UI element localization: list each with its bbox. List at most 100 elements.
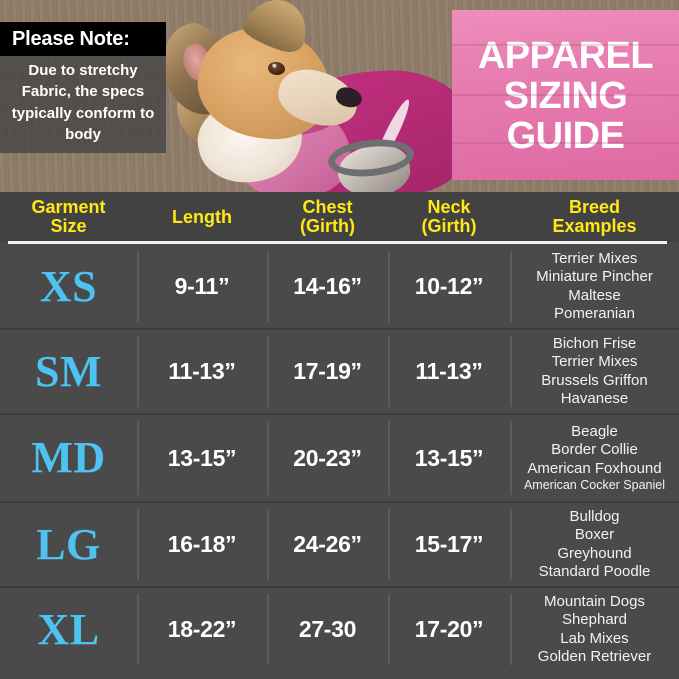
cell-chest: 14-16” — [267, 245, 388, 328]
header-breed-examples: Breed Examples — [510, 198, 679, 235]
cell-neck-value: 10-12” — [414, 273, 484, 299]
cell-chest-value: 27-30 — [298, 616, 357, 642]
cell-neck-value: 13-15” — [414, 444, 484, 471]
breed-name: Boxer — [574, 526, 615, 544]
cell-length-value: 13-15” — [167, 444, 237, 471]
cell-garment-size: LG — [0, 503, 137, 586]
cell-garment-size: SM — [0, 330, 137, 413]
cell-length-value: 16-18” — [167, 531, 237, 557]
cell-garment-size: MD — [0, 415, 137, 501]
breed-name: Brussels Griffon — [541, 371, 648, 389]
cell-length-value: 18-22” — [167, 616, 237, 642]
cell-garment-size: XS — [0, 245, 137, 328]
cell-breed-examples: Terrier Mixes Miniature Pincher Maltese Pom… — [510, 245, 679, 328]
cell-neck-value: 15-17” — [414, 531, 484, 557]
cell-chest-value: 17-19” — [293, 358, 362, 384]
breed-list: Mountain Dogs Shephard Lab Mixes Golden Ret… — [536, 589, 653, 670]
banner-plank-line-1 — [452, 44, 679, 46]
breed-name: Border Collie — [551, 441, 638, 459]
header-garment-size: Garment Size — [0, 198, 137, 235]
cell-neck: 17-20” — [388, 588, 510, 671]
breed-name: Lab Mixes — [560, 629, 629, 647]
dog-photo-illustration — [149, 0, 481, 192]
size-label: LG — [36, 519, 101, 569]
cell-length-value: 11-13” — [168, 358, 236, 384]
banner-plank-line-3 — [452, 142, 679, 144]
table-row: MD 13-15” 20-23” 13-15” Beagle Border Collie A… — [0, 413, 679, 501]
table-row: XS 9-11” 14-16” 10-12” Terrier Mixes Miniatur… — [0, 245, 679, 328]
cell-breed-examples: Beagle Border Collie American Foxhound Amer… — [510, 415, 679, 501]
breed-name: Bulldog — [569, 507, 620, 525]
sizing-table: XS 9-11” 14-16” 10-12” Terrier Mixes Miniatur… — [0, 245, 679, 679]
please-note-body: Due to stretchy Fabric, the specs typica… — [0, 56, 166, 154]
breed-name: Miniature Pincher — [536, 268, 653, 286]
header-neck: Neck (Girth) — [388, 198, 510, 235]
breed-name: Beagle — [571, 422, 618, 440]
breed-name: Pomeranian — [554, 304, 635, 322]
header-garment-size-main: Garment — [31, 197, 106, 218]
cell-neck: 15-17” — [388, 503, 510, 586]
table-row: LG 16-18” 24-26” 15-17” Bulldog Boxer Greyhoun… — [0, 501, 679, 586]
banner-plank-line-2 — [452, 94, 679, 96]
breed-name: Standard Poodle — [538, 562, 651, 580]
header-length-main: Length — [172, 206, 232, 227]
breed-list: Terrier Mixes Miniature Pincher Maltese Pom… — [534, 246, 655, 327]
table-row: SM 11-13” 17-19” 11-13” Bichon Frise Terrier … — [0, 328, 679, 413]
please-note-box: Please Note: Due to stretchy Fabric, the… — [0, 22, 166, 154]
header-chest: Chest (Girth) — [267, 198, 388, 235]
cell-garment-size: XL — [0, 588, 137, 671]
breed-name: American Foxhound — [527, 459, 662, 477]
table-row: XL 18-22” 27-30 17-20” Mountain Dogs Shephard… — [0, 586, 679, 671]
size-label: SM — [35, 346, 102, 396]
cell-neck-value: 17-20” — [414, 616, 484, 642]
title-banner: APPAREL SIZING GUIDE — [452, 10, 679, 180]
cell-length-value: 9-11” — [174, 273, 230, 299]
title-line-guide: GUIDE — [506, 115, 625, 158]
please-note-title: Please Note: — [0, 22, 166, 56]
breed-name: Terrier Mixes — [551, 249, 638, 267]
breed-list: Bichon Frise Terrier Mixes Brussels Griffo… — [539, 331, 649, 412]
breed-name: Maltese — [568, 286, 621, 304]
cell-chest: 27-30 — [267, 588, 388, 671]
cell-neck: 11-13” — [388, 330, 510, 413]
cell-length: 18-22” — [137, 588, 267, 671]
header-neck-main: Neck — [427, 197, 471, 218]
breed-list: Beagle Border Collie American Foxhound Amer… — [522, 419, 667, 497]
header-length: Length — [137, 206, 267, 227]
header-chest-sub: (Girth) — [300, 216, 355, 236]
cell-neck-value: 11-13” — [415, 358, 483, 384]
cell-length: 13-15” — [137, 415, 267, 501]
cell-neck: 10-12” — [388, 245, 510, 328]
size-label: MD — [31, 433, 106, 482]
breed-name: Shephard — [561, 611, 628, 629]
size-label: XL — [37, 604, 100, 654]
cell-chest: 24-26” — [267, 503, 388, 586]
header-breed-main: Breed — [568, 197, 621, 218]
cell-chest-value: 20-23” — [293, 444, 362, 471]
breed-name: Mountain Dogs — [544, 592, 645, 610]
breed-list: Bulldog Boxer Greyhound Standard Poodle — [537, 504, 653, 585]
header-breed-sub: Examples — [552, 216, 637, 236]
cell-breed-examples: Mountain Dogs Shephard Lab Mixes Golden Ret… — [510, 588, 679, 671]
cell-chest-value: 24-26” — [293, 531, 362, 557]
cell-length: 9-11” — [137, 245, 267, 328]
cell-neck: 13-15” — [388, 415, 510, 501]
header-divider-rule — [8, 241, 667, 244]
title-line-sizing: SIZING — [503, 74, 628, 117]
breed-name: Greyhound — [557, 544, 632, 562]
cell-length: 11-13” — [137, 330, 267, 413]
breed-name: Bichon Frise — [552, 334, 637, 352]
breed-name-small: American Cocker Spaniel — [523, 477, 666, 492]
header-garment-size-sub: Size — [50, 216, 87, 236]
breed-name: Terrier Mixes — [551, 353, 638, 371]
breed-name: Golden Retriever — [537, 647, 652, 665]
title-line-apparel: APPAREL — [477, 34, 654, 77]
header-neck-sub: (Girth) — [421, 216, 477, 236]
size-label: XS — [39, 261, 98, 311]
cell-chest-value: 14-16” — [293, 273, 362, 299]
cell-length: 16-18” — [137, 503, 267, 586]
cell-breed-examples: Bulldog Boxer Greyhound Standard Poodle — [510, 503, 679, 586]
cell-chest: 17-19” — [267, 330, 388, 413]
cell-chest: 20-23” — [267, 415, 388, 501]
